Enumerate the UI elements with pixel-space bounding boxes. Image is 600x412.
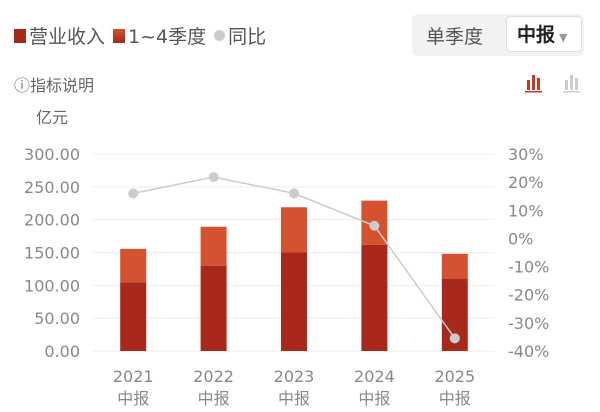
bar-chart-icon[interactable]	[563, 75, 580, 93]
bar-quarters	[441, 253, 468, 279]
y2-tick-label: -30%	[508, 314, 549, 333]
x-tick-label: 2021	[113, 367, 154, 386]
legend-yoy-dot	[214, 30, 226, 41]
x-tick-label: 中报	[278, 389, 310, 408]
y-tick-label: 200.00	[24, 211, 80, 230]
legend-revenue: 营业收入	[29, 26, 106, 48]
bar-revenue	[281, 252, 307, 351]
x-tick-label: 中报	[439, 389, 471, 408]
bar-quarters	[120, 248, 147, 283]
yoy-point	[208, 172, 219, 183]
legend-yoy: 同比	[228, 26, 267, 48]
x-tick-label: 中报	[117, 389, 149, 408]
bar-quarters	[200, 226, 227, 266]
y-tick-label: 300.00	[24, 145, 80, 164]
period-toggle: 单季度 中报 ▼	[412, 14, 584, 56]
legend-revenue-swatch	[14, 28, 26, 43]
x-tick-label: 2024	[354, 367, 395, 386]
bar-revenue	[361, 244, 388, 351]
yoy-point	[369, 220, 380, 231]
y2-tick-label: -20%	[508, 286, 549, 305]
y2-tick-label: 30%	[508, 145, 544, 164]
period-dropdown[interactable]: 中报 ▼	[506, 16, 582, 52]
legend-quarters-swatch	[113, 28, 126, 43]
y2-tick-label: 0%	[508, 229, 533, 248]
y-tick-label: 150.00	[24, 244, 80, 263]
x-tick-label: 2022	[193, 367, 234, 386]
y-tick-label: 100.00	[24, 276, 80, 295]
yoy-point	[449, 333, 460, 344]
x-tick-label: 2025	[434, 367, 475, 386]
x-tick-label: 2023	[274, 367, 315, 386]
legend-quarters: 1~4季度	[128, 26, 207, 48]
y-axis-unit: 亿元	[36, 108, 69, 127]
x-tick-label: 中报	[358, 389, 390, 408]
yoy-point	[289, 188, 299, 199]
legend: 营业收入 1~4季度 同比	[14, 22, 274, 49]
y2-tick-label: -10%	[508, 258, 549, 277]
y2-tick-label: 20%	[508, 173, 544, 192]
y2-tick-label: 10%	[508, 201, 544, 220]
y2-tick-label: -40%	[508, 342, 549, 361]
y-tick-label: 0.00	[44, 342, 80, 361]
yoy-point	[128, 188, 139, 199]
indicator-note-link[interactable]: ⓘ指标说明	[14, 76, 95, 95]
period-value: 中报	[517, 24, 556, 46]
bar-revenue	[200, 265, 227, 351]
x-tick-label: 中报	[198, 389, 230, 408]
bar-revenue	[120, 282, 147, 351]
y-tick-label: 250.00	[24, 178, 80, 197]
stacked-bar-chart-icon[interactable]	[525, 75, 542, 93]
single-quarter-tab[interactable]: 单季度	[426, 26, 484, 48]
chart-type-icons	[525, 72, 585, 98]
y-tick-label: 50.00	[34, 309, 80, 328]
chevron-down-icon: ▼	[559, 31, 568, 44]
bar-quarters	[281, 207, 307, 253]
